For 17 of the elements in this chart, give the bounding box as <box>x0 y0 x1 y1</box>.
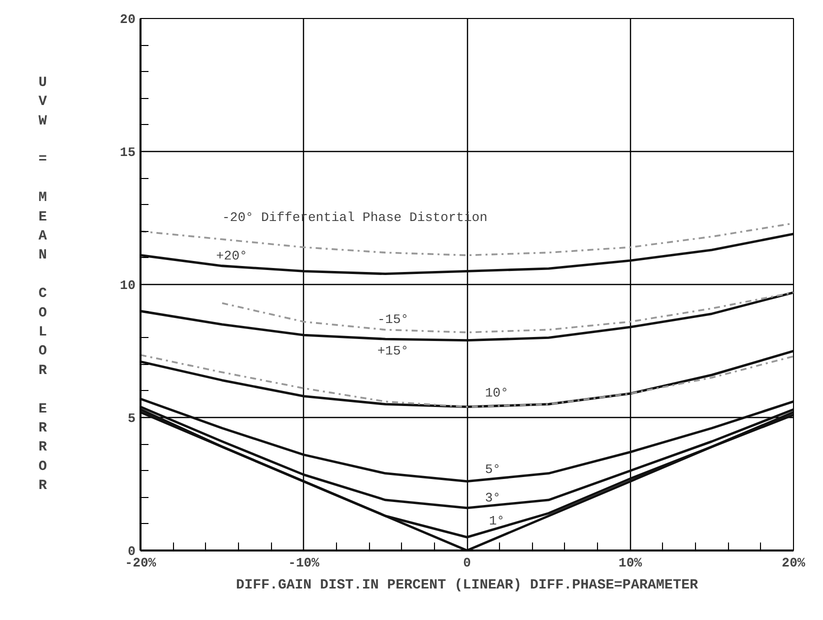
x-tick-label: 10% <box>618 556 642 570</box>
annotation: 1° <box>489 514 505 529</box>
annotation: 5° <box>485 462 501 477</box>
annotation: 10° <box>485 385 508 400</box>
annotation: +15° <box>377 344 409 359</box>
annotation: 3° <box>485 490 501 506</box>
annotation: +20° <box>216 248 248 264</box>
x-tick-label: 20% <box>782 556 806 570</box>
x-tick-label: -10% <box>288 556 320 570</box>
y-tick-label: 5 <box>128 411 136 426</box>
y-tick-label: 10 <box>120 278 136 293</box>
annotation: -15° <box>377 312 409 328</box>
y-tick-label: 15 <box>120 145 136 160</box>
y-tick-label: 20 <box>120 12 136 27</box>
x-tick-label: 0 <box>463 556 472 570</box>
text: UVW = MEAN COLOR ERROR <box>38 74 47 494</box>
x-axis-title: DIFF.GAIN DIST.IN PERCENT (LINEAR) DIFF.PHASE=PARAMETER <box>236 578 699 594</box>
